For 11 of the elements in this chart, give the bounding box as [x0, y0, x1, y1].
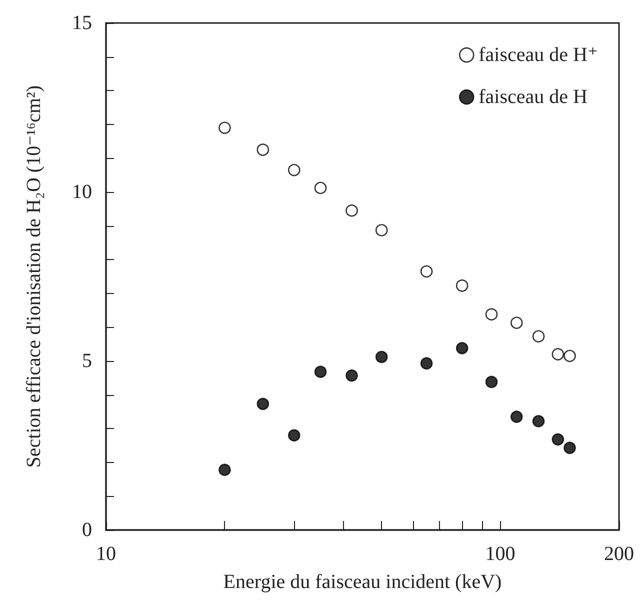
x-tick-label: 100 — [485, 543, 516, 565]
x-tick-label: 200 — [604, 543, 634, 565]
y-tick-label: 15 — [72, 12, 92, 34]
y-tick-label: 10 — [72, 181, 92, 203]
y-tick-label: 0 — [82, 519, 92, 541]
y-tick-label: 5 — [82, 350, 92, 372]
y-axis-title: Section efficace d'ionisation de H₂O (10⁻¹⁶cm²) — [23, 85, 45, 468]
legend-label: faisceau de H⁺ — [478, 44, 598, 66]
legend-label: faisceau de H — [478, 86, 588, 108]
x-tick-label: 10 — [96, 543, 116, 565]
x-axis-title: Energie du faisceau incident (keV) — [223, 571, 502, 593]
